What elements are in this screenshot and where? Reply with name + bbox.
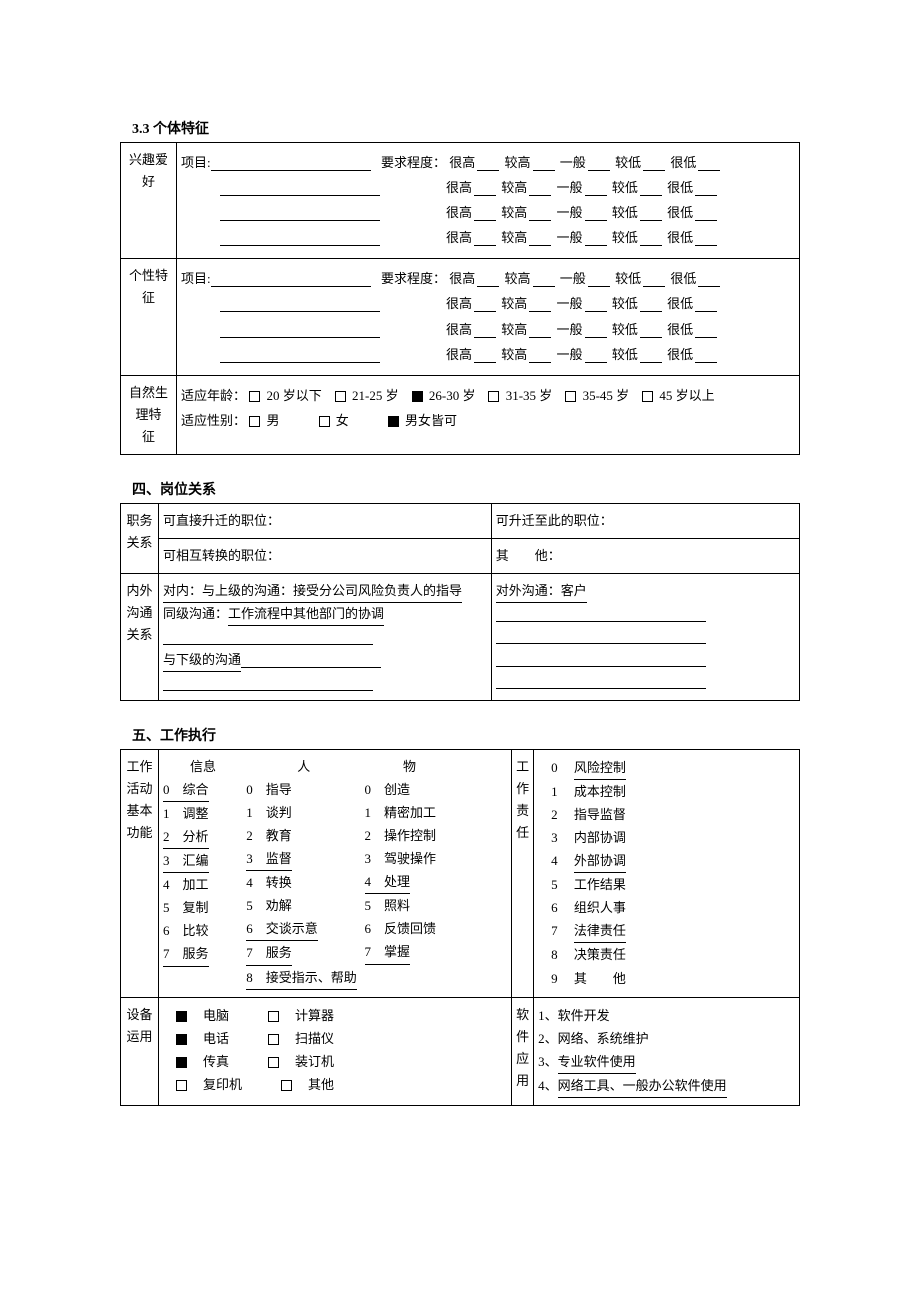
activity-item: 5 劝解 — [246, 895, 361, 917]
age-checkbox-5[interactable] — [642, 391, 653, 402]
activity-item: 4 转换 — [246, 872, 361, 894]
resp-item: 4 外部协调 — [538, 850, 795, 873]
other-pos: 其 他： — [491, 539, 799, 574]
comm-external: 对外沟通：客户 — [491, 574, 799, 700]
resp-item: 0 风险控制 — [538, 757, 795, 780]
table-5: 工作活动基本功能 信息 人 物 0 综合1 调整2 分析3 汇编4 加工5 复制… — [120, 749, 800, 1106]
gender-checkbox-0[interactable] — [249, 416, 260, 427]
activity-item: 0 指导 — [246, 779, 361, 801]
activity-item: 0 综合 — [163, 779, 243, 802]
activity-item: 1 谈判 — [246, 802, 361, 824]
equip-checkbox[interactable] — [176, 1034, 187, 1045]
activity-item: 0 创造 — [365, 779, 455, 801]
age-checkbox-3[interactable] — [488, 391, 499, 402]
activity-cell: 信息 人 物 0 综合1 调整2 分析3 汇编4 加工5 复制6 比较7 服务 … — [159, 749, 512, 997]
activity-item: 6 反馈回馈 — [365, 918, 455, 940]
activity-item: 5 复制 — [163, 897, 243, 919]
equip-row: 传真 装订机 — [163, 1051, 507, 1073]
comm-label: 内外沟通关系 — [121, 574, 159, 700]
resp-label: 工作责任 — [512, 749, 534, 997]
software-item: 2、网络、系统维护 — [538, 1028, 795, 1050]
activity-item: 2 操作控制 — [365, 825, 455, 847]
activity-item: 1 调整 — [163, 803, 243, 825]
equip-row: 复印机 其他 — [163, 1074, 507, 1096]
activity-item: 7 掌握 — [365, 941, 455, 964]
activity-item: 3 监督 — [246, 848, 361, 871]
equip-checkbox[interactable] — [268, 1034, 279, 1045]
software-item: 4、网络工具、一般办公软件使用 — [538, 1075, 795, 1098]
activity-item: 3 驾驶操作 — [365, 848, 455, 870]
activity-item: 1 精密加工 — [365, 802, 455, 824]
gender-checkbox-2[interactable] — [388, 416, 399, 427]
software-label: 软件应用 — [512, 997, 534, 1105]
activity-item: 3 汇编 — [163, 850, 243, 873]
equip-row: 电脑 计算器 — [163, 1005, 507, 1027]
table-4: 职务关系 可直接升迁的职位： 可升迁至此的职位： 可相互转换的职位： 其 他： … — [120, 503, 800, 701]
resp-item: 3 内部协调 — [538, 827, 795, 849]
equip-checkbox[interactable] — [176, 1011, 187, 1022]
activity-item: 4 加工 — [163, 874, 243, 896]
section-4-title: 四、岗位关系 — [132, 479, 800, 499]
software-item: 3、专业软件使用 — [538, 1051, 795, 1074]
activity-item: 5 照料 — [365, 895, 455, 917]
gender-row: 适应性别： 男 女 男女皆可 — [181, 410, 795, 432]
resp-item: 1 成本控制 — [538, 781, 795, 803]
resp-item: 8 决策责任 — [538, 944, 795, 966]
nature-cell: 适应年龄： 20 岁以下 21-25 岁 26-30 岁 31-35 岁 35-… — [177, 375, 800, 454]
equip-cell: 电脑 计算器 电话 扫描仪 传真 装订机 复印机 其他 — [159, 997, 512, 1105]
promote-to: 可直接升迁的职位： — [159, 504, 492, 539]
nature-label: 自然生理特 征 — [121, 375, 177, 454]
equip-checkbox[interactable] — [281, 1080, 292, 1091]
activity-label: 工作活动基本功能 — [121, 749, 159, 997]
activity-item: 7 服务 — [246, 942, 361, 965]
resp-item: 9 其 他 — [538, 968, 795, 990]
activity-item: 7 服务 — [163, 943, 243, 966]
age-checkbox-1[interactable] — [335, 391, 346, 402]
interest-label: 兴趣爱好 — [121, 143, 177, 259]
equip-label: 设备运用 — [121, 997, 159, 1105]
personality-cell: 项目:要求程度： 很高 较高 一般 较低 很低 很高 较高 一般 较低 很低 很… — [177, 259, 800, 375]
switch-pos: 可相互转换的职位： — [159, 539, 492, 574]
interest-cell: 项目:要求程度： 很高 较高 一般 较低 很低 很高 较高 一般 较低 很低 很… — [177, 143, 800, 259]
table-33: 兴趣爱好 项目:要求程度： 很高 较高 一般 较低 很低 很高 较高 一般 较低… — [120, 142, 800, 455]
equip-checkbox[interactable] — [176, 1080, 187, 1091]
activity-item: 2 分析 — [163, 826, 243, 849]
age-checkbox-2[interactable] — [412, 391, 423, 402]
comm-internal: 对内：与上级的沟通：接受分公司风险负责人的指导 同级沟通：工作流程中其他部门的协… — [159, 574, 492, 700]
resp-item: 6 组织人事 — [538, 897, 795, 919]
resp-item: 2 指导监督 — [538, 804, 795, 826]
activity-item: 4 处理 — [365, 871, 455, 894]
equip-checkbox[interactable] — [268, 1011, 279, 1022]
age-checkbox-4[interactable] — [565, 391, 576, 402]
equip-checkbox[interactable] — [176, 1057, 187, 1068]
age-row: 适应年龄： 20 岁以下 21-25 岁 26-30 岁 31-35 岁 35-… — [181, 385, 795, 407]
section-33-title: 3.3 个体特征 — [132, 118, 800, 138]
section-5-title: 五、工作执行 — [132, 725, 800, 745]
activity-item: 2 教育 — [246, 825, 361, 847]
activity-item: 6 交谈示意 — [246, 918, 361, 941]
equip-checkbox[interactable] — [268, 1057, 279, 1068]
software-item: 1、软件开发 — [538, 1005, 795, 1027]
equip-row: 电话 扫描仪 — [163, 1028, 507, 1050]
gender-checkbox-1[interactable] — [319, 416, 330, 427]
promote-from: 可升迁至此的职位： — [491, 504, 799, 539]
software-cell: 1、软件开发2、网络、系统维护3、专业软件使用4、网络工具、一般办公软件使用 — [534, 997, 800, 1105]
age-checkbox-0[interactable] — [249, 391, 260, 402]
resp-item: 5 工作结果 — [538, 874, 795, 896]
activity-item: 8 接受指示、帮助 — [246, 967, 361, 990]
activity-item: 6 比较 — [163, 920, 243, 942]
position-rel-label: 职务关系 — [121, 504, 159, 574]
personality-label: 个性特征 — [121, 259, 177, 375]
resp-item: 7 法律责任 — [538, 920, 795, 943]
resp-cell: 0 风险控制 1 成本控制 2 指导监督 3 内部协调 4 外部协调 5 工作结… — [534, 749, 800, 997]
